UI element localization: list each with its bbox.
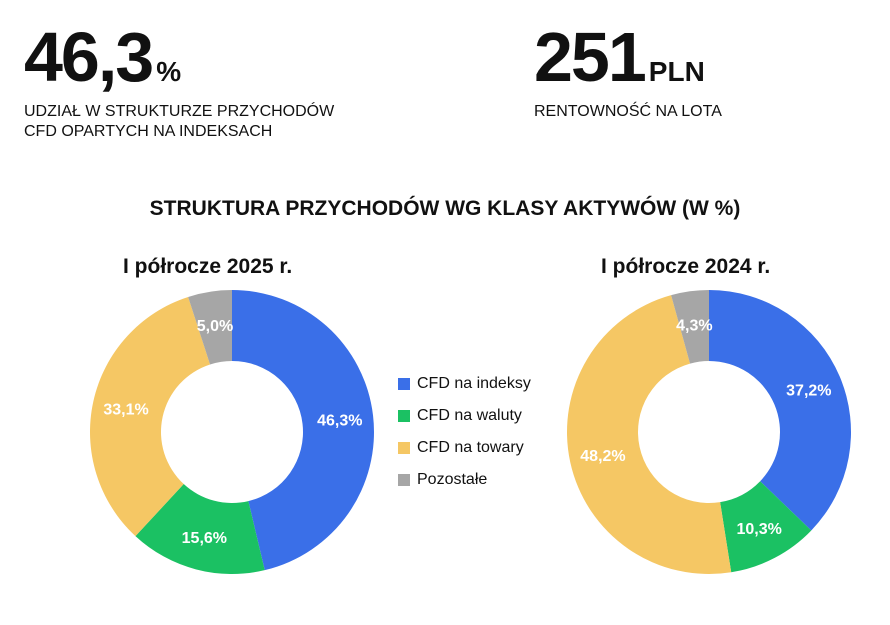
legend-item-currencies: CFD na waluty xyxy=(398,400,531,432)
donut-2024-label-other: 4,3% xyxy=(676,317,712,334)
donut-2024-slice-currencies xyxy=(720,481,812,573)
legend: CFD na indeksy CFD na waluty CFD na towa… xyxy=(398,368,531,496)
kpi-index-share-label-line2: CFD OPARTYCH NA INDEKSACH xyxy=(24,123,273,140)
chart-title: STRUKTURA PRZYCHODÓW WG KLASY AKTYWÓW (W… xyxy=(149,197,741,220)
donut-2024-slice-other xyxy=(671,290,709,364)
donut-2025-slice-currencies xyxy=(135,484,265,574)
kpi-lot-profitability: 251 PLN RENTOWNOŚĆ NA LOTA xyxy=(534,22,722,122)
legend-swatch-currencies xyxy=(398,410,410,422)
donut-2025-label-other: 5,0% xyxy=(197,318,233,335)
donut-2025-label-commodities: 33,1% xyxy=(103,402,148,419)
legend-item-commodities: CFD na towary xyxy=(398,432,531,464)
kpi-lot-profitability-label-line1: RENTOWNOŚĆ NA LOTA xyxy=(534,103,722,120)
kpi-index-share-label-line1: UDZIAŁ W STRUKTURZE PRZYCHODÓW xyxy=(24,103,335,120)
donut-2024-slice-indices xyxy=(709,290,851,531)
donut-2024-title: I półrocze 2024 r. xyxy=(601,255,771,278)
legend-item-indices: CFD na indeksy xyxy=(398,368,531,400)
donut-2024-slice-commodities xyxy=(566,295,732,575)
donut-2025-title: I półrocze 2025 r. xyxy=(123,255,293,278)
donut-2025-label-indices: 46,3% xyxy=(317,412,362,429)
kpi-index-share-unit: % xyxy=(156,56,182,87)
kpi-lot-profitability-unit: PLN xyxy=(648,56,705,87)
legend-label-commodities: CFD na towary xyxy=(417,439,524,456)
legend-swatch-indices xyxy=(398,378,410,390)
legend-swatch-commodities xyxy=(398,442,410,454)
donut-2025-slice-commodities xyxy=(90,296,211,537)
donut-2025-slice-other xyxy=(188,290,232,365)
donut-2025-label-currencies: 15,6% xyxy=(182,530,227,547)
legend-swatch-other xyxy=(398,474,410,486)
legend-label-indices: CFD na indeksy xyxy=(417,375,531,392)
kpi-index-share-label: UDZIAŁ W STRUKTURZE PRZYCHODÓW CFD OPART… xyxy=(24,102,334,142)
legend-label-currencies: CFD na waluty xyxy=(417,407,522,424)
kpi-index-share-value: 46,3 xyxy=(24,18,154,96)
donut-2024-label-indices: 37,2% xyxy=(786,383,831,400)
kpi-lot-profitability-label: RENTOWNOŚĆ NA LOTA xyxy=(534,102,722,122)
legend-item-other: Pozostałe xyxy=(398,464,531,496)
donut-2024-label-currencies: 10,3% xyxy=(736,521,781,538)
donut-2025-slice-indices xyxy=(232,290,374,571)
legend-label-other: Pozostałe xyxy=(417,471,488,488)
donut-2024-label-commodities: 48,2% xyxy=(580,448,625,465)
kpi-index-share: 46,3 % UDZIAŁ W STRUKTURZE PRZYCHODÓW CF… xyxy=(24,22,334,142)
kpi-lot-profitability-value: 251 xyxy=(534,18,647,96)
